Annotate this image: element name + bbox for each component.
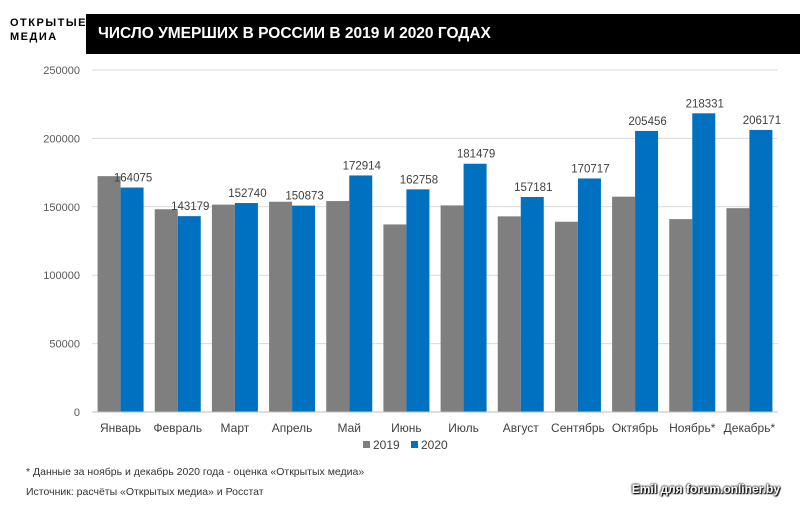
- x-tick-label: Май: [337, 421, 361, 435]
- chart-title-bar: ЧИСЛО УМЕРШИХ В РОССИИ В 2019 И 2020 ГОД…: [86, 14, 800, 54]
- legend-swatch-2020: [411, 441, 418, 448]
- y-tick-label: 100000: [43, 270, 80, 282]
- logo-line-2: МЕДИА: [10, 31, 58, 43]
- bar-2020: [349, 175, 373, 412]
- data-label: 170717: [571, 163, 609, 175]
- bar-2020: [749, 129, 773, 412]
- y-tick-label: 200000: [43, 133, 80, 145]
- y-tick-label: 150000: [43, 202, 80, 214]
- y-tick-label: 0: [74, 407, 80, 419]
- bar-2019: [326, 201, 350, 412]
- legend-swatch-2019: [363, 441, 370, 448]
- data-label: 172914: [343, 160, 382, 172]
- bar-2020: [234, 203, 258, 412]
- x-tick-label: Март: [221, 421, 250, 435]
- x-tick-label: Июль: [448, 421, 479, 435]
- x-tick-label: Сентябрь: [551, 421, 605, 435]
- x-tick-label: Январь: [100, 421, 141, 435]
- bar-2019: [497, 216, 521, 412]
- bar-2020: [692, 113, 716, 413]
- bar-2019: [154, 209, 178, 412]
- legend-label-2019: 2019: [373, 438, 400, 452]
- logo-line-1: ОТКРЫТЫЕ: [10, 17, 87, 29]
- x-tick-label: Апрель: [272, 421, 313, 435]
- bar-2019: [211, 204, 235, 412]
- data-label: 150873: [285, 191, 323, 203]
- bar-2019: [554, 221, 578, 412]
- y-tick-label: 50000: [49, 339, 80, 351]
- bar-2020: [635, 130, 659, 412]
- data-label: 143179: [171, 201, 209, 213]
- brand-logo: ОТКРЫТЫЕ МЕДИА: [10, 16, 87, 44]
- bar-2019: [383, 224, 407, 412]
- bar-2019: [97, 176, 121, 412]
- bar-2020: [120, 187, 144, 412]
- bar-2020: [463, 163, 487, 412]
- data-label: 181479: [457, 149, 495, 161]
- bar-2019: [440, 205, 464, 412]
- data-label: 205456: [628, 116, 666, 128]
- legend-label-2020: 2020: [421, 438, 448, 452]
- x-tick-label: Декабрь*: [724, 421, 776, 435]
- data-label: 206171: [743, 115, 781, 127]
- source-note: Источник: расчёты «Открытых медиа» и Рос…: [26, 486, 264, 498]
- bar-2020: [520, 196, 544, 412]
- x-tick-label: Август: [503, 421, 540, 435]
- data-label: 162758: [400, 174, 438, 186]
- watermark: Emil для forum.onliner.by: [631, 482, 780, 496]
- y-tick-label: 250000: [43, 65, 80, 77]
- bar-2020: [577, 178, 601, 412]
- bar-2020: [292, 205, 316, 412]
- bar-2020: [406, 189, 430, 412]
- x-tick-label: Ноябрь*: [669, 421, 716, 435]
- x-tick-label: Июнь: [391, 421, 422, 435]
- x-tick-label: Октябрь: [612, 421, 659, 435]
- data-label: 157181: [514, 182, 552, 194]
- data-label: 218331: [686, 98, 724, 110]
- data-label: 152740: [228, 188, 266, 200]
- x-tick-label: Февраль: [153, 421, 202, 435]
- bar-2020: [177, 216, 201, 412]
- bar-2019: [612, 196, 636, 412]
- footnote: * Данные за ноябрь и декабрь 2020 года -…: [26, 466, 365, 478]
- chart-title: ЧИСЛО УМЕРШИХ В РОССИИ В 2019 И 2020 ГОД…: [98, 25, 491, 42]
- bar-2019: [726, 208, 750, 412]
- bar-2019: [269, 201, 293, 412]
- bar-2019: [669, 219, 693, 412]
- data-label: 164075: [114, 173, 152, 185]
